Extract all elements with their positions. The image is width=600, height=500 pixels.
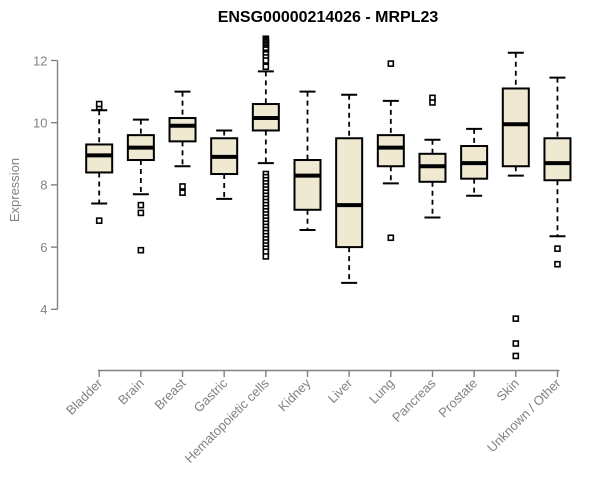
y-tick-label-4: 4 xyxy=(40,302,47,317)
box-skin xyxy=(501,87,530,168)
outlier-point-pancreas xyxy=(429,99,436,106)
outlier-point-hematopoietic-cells xyxy=(262,57,270,64)
box-unknown-other xyxy=(543,137,572,182)
x-tick-label-breast: Breast xyxy=(151,375,188,412)
x-tick-label-skin: Skin xyxy=(493,376,521,404)
x-tick-label-kidney: Kidney xyxy=(275,375,314,414)
outlier-point-skin xyxy=(512,352,520,360)
outlier-point-bladder xyxy=(95,100,103,108)
x-tick-label-bladder: Bladder xyxy=(63,375,106,418)
outlier-point-hematopoietic-cells xyxy=(262,253,270,260)
x-tick-label-prostate: Prostate xyxy=(435,376,480,421)
outlier-point-unknown-other xyxy=(554,245,561,252)
outlier-point-hematopoietic-cells xyxy=(262,63,270,71)
y-tick-label-10: 10 xyxy=(33,116,47,131)
box-breast xyxy=(168,117,197,143)
outlier-point-lung xyxy=(387,234,395,242)
x-tick-label-unknown-other: Unknown / Other xyxy=(484,375,564,455)
outlier-point-brain xyxy=(137,209,145,217)
x-tick-label-brain: Brain xyxy=(115,376,147,408)
outlier-point-lung xyxy=(387,60,395,67)
x-tick-label-pancreas: Pancreas xyxy=(389,375,439,425)
outlier-point-unknown-other xyxy=(554,260,561,268)
box-lung xyxy=(376,134,405,168)
outlier-point-brain xyxy=(137,246,145,254)
outlier-point-skin xyxy=(512,340,520,347)
outlier-point-bladder xyxy=(95,217,103,224)
x-tick-label-liver: Liver xyxy=(325,375,356,406)
box-kidney xyxy=(293,159,322,211)
y-axis-label: Expression xyxy=(7,158,22,222)
box-liver xyxy=(335,137,364,249)
box-bladder xyxy=(85,143,114,174)
y-tick-label-12: 12 xyxy=(33,53,47,68)
outlier-point-breast xyxy=(179,189,186,196)
outlier-point-breast xyxy=(179,183,186,190)
chart-title: ENSG00000214026 - MRPL23 xyxy=(218,9,439,26)
x-tick-label-gastric: Gastric xyxy=(191,375,231,415)
y-tick-label-6: 6 xyxy=(40,240,47,255)
outlier-point-skin xyxy=(512,315,520,322)
outlier-point-brain xyxy=(137,201,145,209)
y-tick-label-8: 8 xyxy=(40,178,47,193)
x-tick-label-lung: Lung xyxy=(366,376,397,407)
